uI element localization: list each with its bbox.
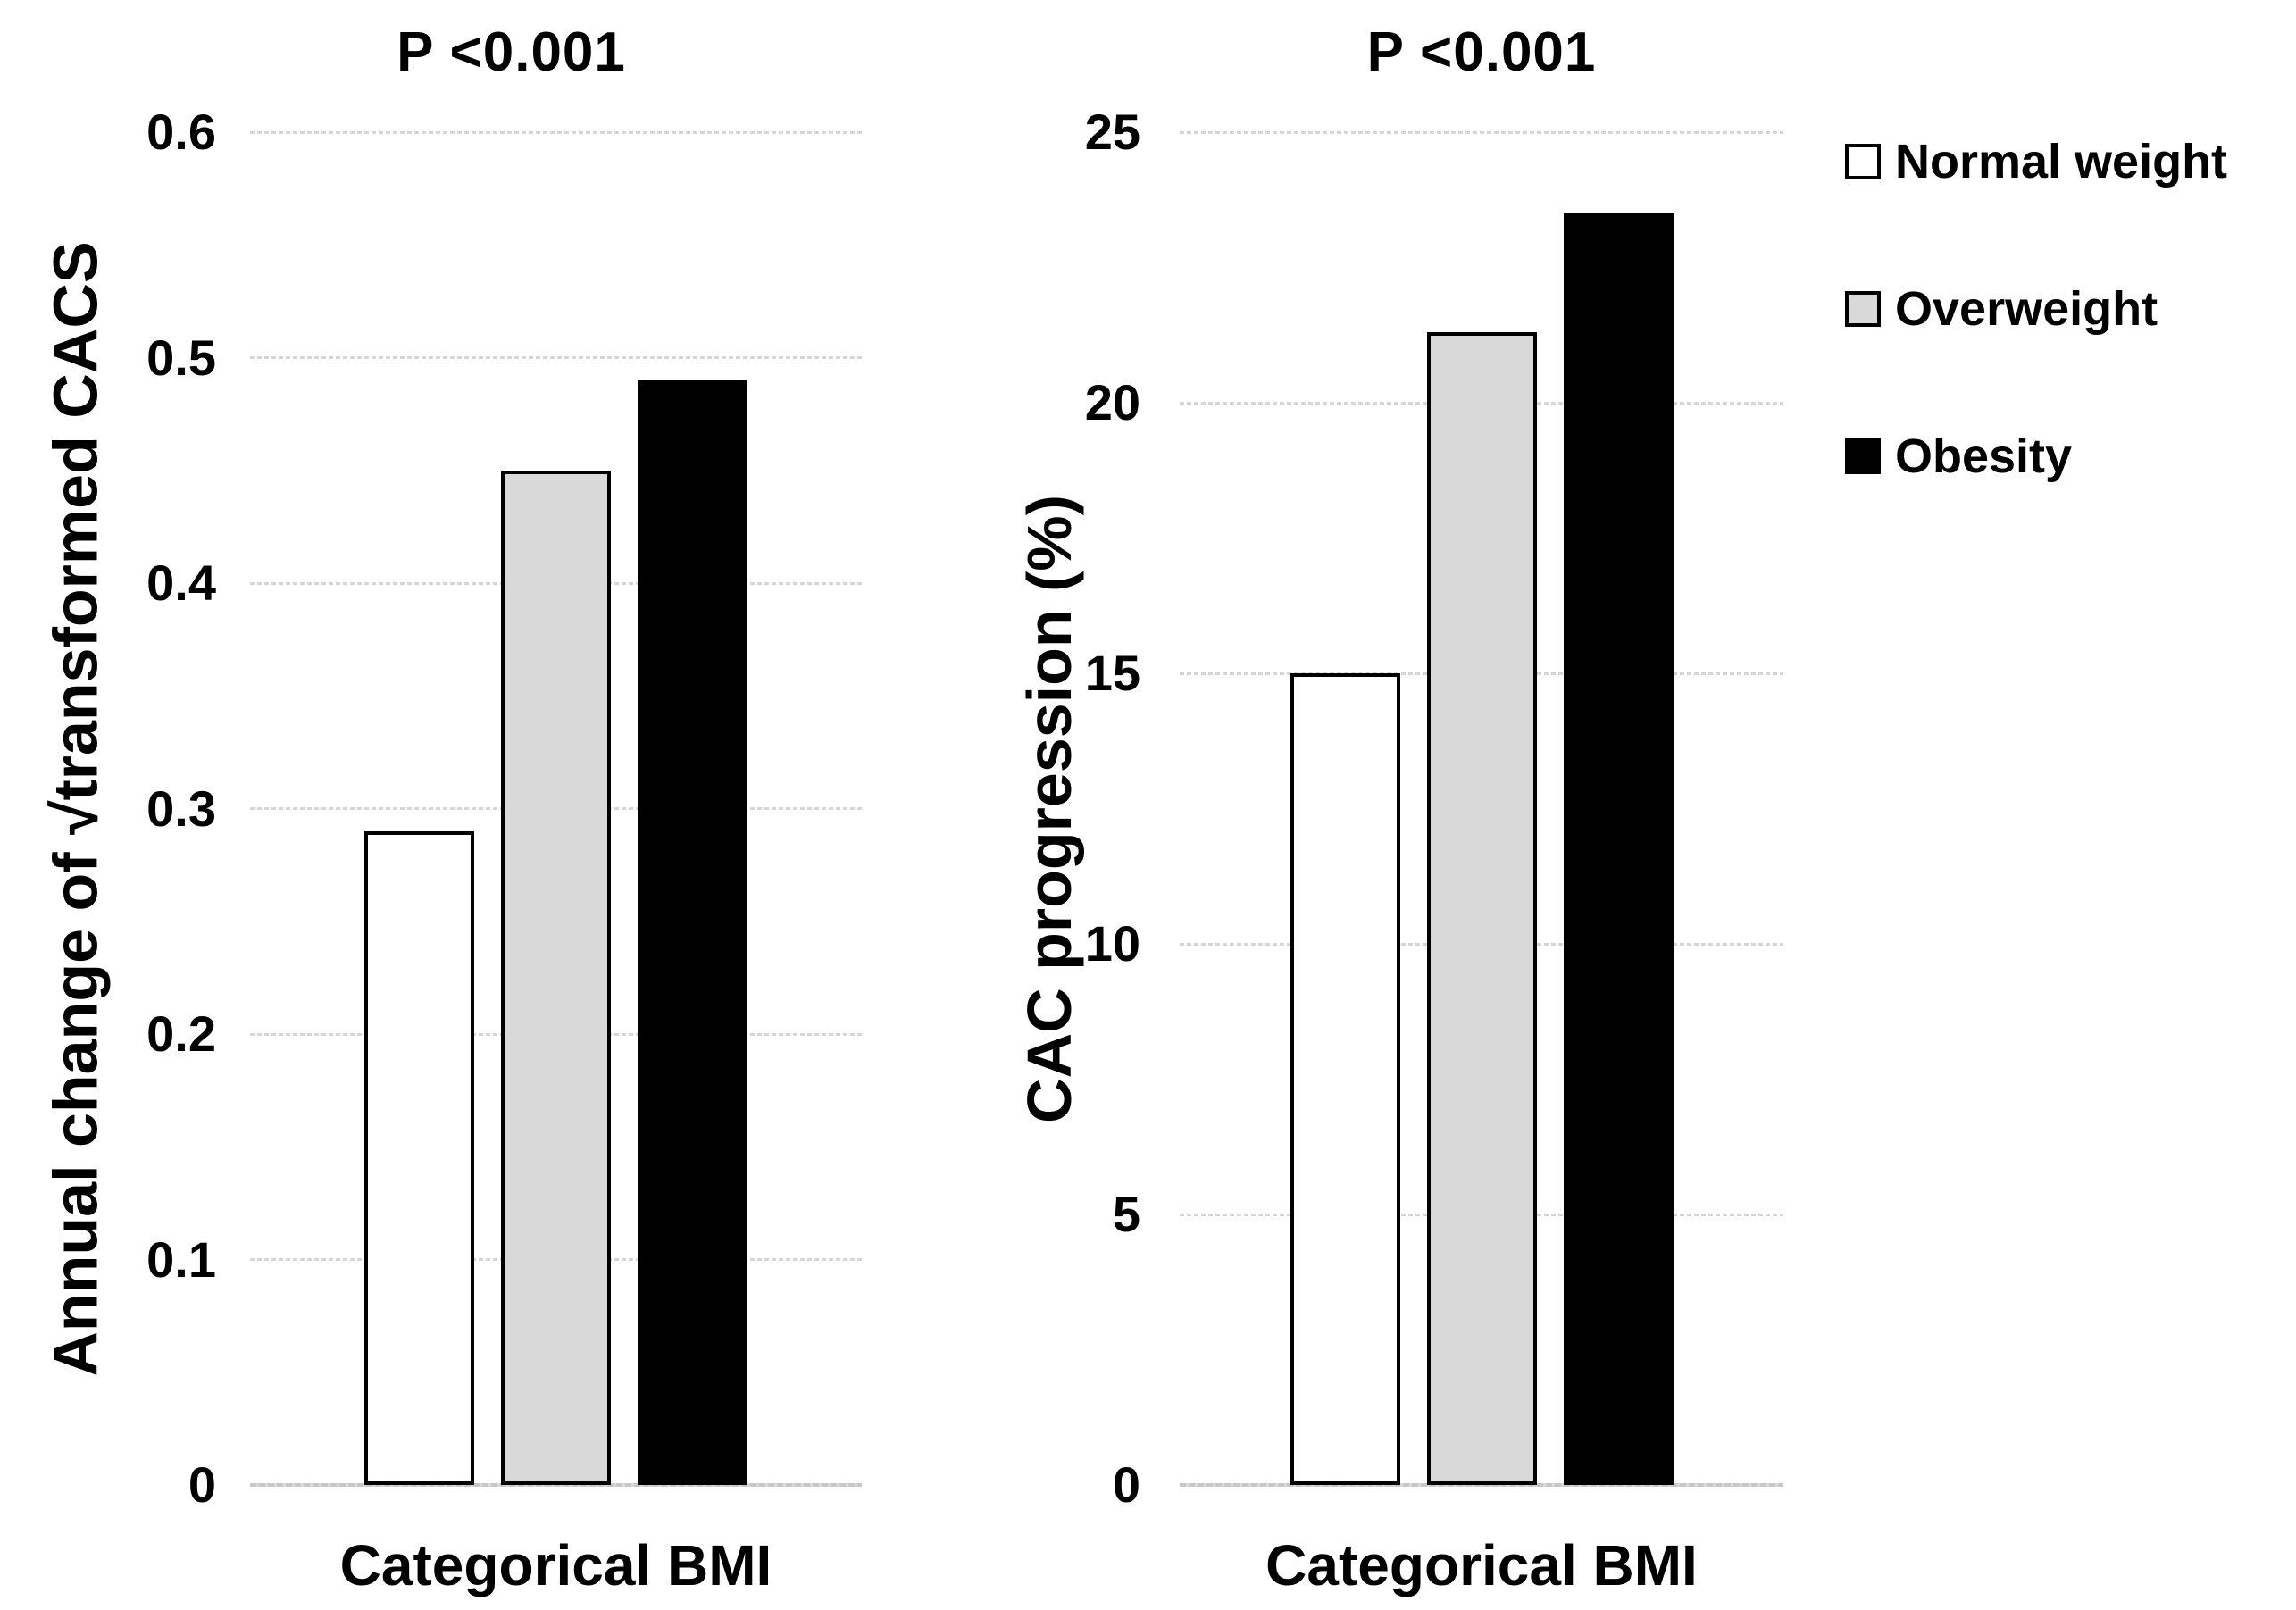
legend-item-normal-weight: Normal weight: [1845, 134, 2227, 189]
right-x-axis-title: Categorical BMI: [1265, 1533, 1698, 1597]
y-tick-label: 0.3: [146, 780, 216, 837]
y-tick-label: 0.2: [146, 1005, 216, 1062]
y-tick-label: 20: [1084, 374, 1140, 430]
bars-group: [250, 132, 862, 1485]
legend-label-obesity: Obesity: [1895, 430, 2073, 483]
bar-obesity: [1563, 213, 1674, 1485]
y-tick-label: 0.4: [146, 555, 216, 611]
legend-item-overweight: Overweight: [1845, 281, 2227, 337]
y-tick-label: 5: [1112, 1186, 1140, 1242]
overweight-swatch-icon: [1845, 291, 1881, 327]
bar-overweight: [501, 471, 611, 1485]
y-tick-label: 25: [1084, 104, 1140, 160]
x-axis-baseline: [250, 1483, 862, 1487]
legend-item-obesity: Obesity: [1845, 429, 2227, 484]
gridline: [250, 130, 862, 134]
y-tick-label: 10: [1084, 915, 1140, 972]
bars-group: [1180, 132, 1783, 1485]
obesity-swatch-icon: [1845, 438, 1881, 474]
y-tick-label: 0: [1112, 1456, 1140, 1513]
y-tick-label: 0.6: [146, 104, 216, 160]
right-plot-area: [1180, 130, 1783, 1487]
y-tick-label: 0: [188, 1456, 216, 1513]
normal-weight-swatch-icon: [1845, 144, 1881, 179]
x-axis-baseline: [1180, 1483, 1783, 1487]
left-x-axis-title: Categorical BMI: [339, 1533, 772, 1597]
right-chart-title: P <0.001: [1366, 21, 1597, 83]
bar-normal-weight: [1290, 673, 1400, 1485]
left-chart-title: P <0.001: [397, 21, 626, 83]
bar-obesity: [638, 380, 747, 1485]
gridline: [1180, 130, 1783, 134]
right-y-axis-title-text: CAC progression (%): [1014, 494, 1084, 1123]
legend: Normal weight Overweight Obesity: [1845, 134, 2227, 576]
y-tick-label: 0.5: [146, 329, 216, 386]
bar-overweight: [1426, 332, 1537, 1485]
legend-label-normal-weight: Normal weight: [1895, 135, 2228, 188]
gridline: [250, 356, 862, 359]
bar-normal-weight: [364, 831, 474, 1485]
y-tick-label: 0.1: [146, 1230, 216, 1288]
left-plot-area: [250, 130, 862, 1487]
right-y-axis-title: CAC progression (%): [982, 132, 1116, 1485]
legend-label-overweight: Overweight: [1895, 282, 2158, 336]
y-tick-label: 15: [1084, 645, 1140, 701]
